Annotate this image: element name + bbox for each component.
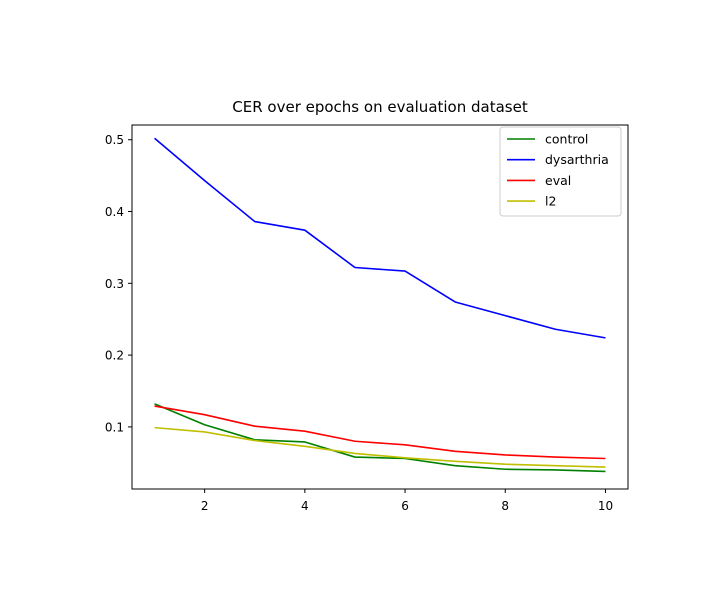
y-tick-label: 0.3 xyxy=(105,277,124,291)
legend-label-l2: l2 xyxy=(545,194,556,209)
y-tick-label: 0.5 xyxy=(105,133,124,147)
legend-label-control: control xyxy=(545,132,588,147)
y-tick-label: 0.4 xyxy=(105,205,124,219)
series-line-l2 xyxy=(154,426,606,468)
chart-title: CER over epochs on evaluation dataset xyxy=(232,98,528,116)
plot-frame xyxy=(131,124,629,490)
x-tick-label: 6 xyxy=(401,499,409,513)
x-tick-label: 8 xyxy=(501,499,509,513)
legend-label-eval: eval xyxy=(545,173,571,188)
series-layer xyxy=(154,137,606,473)
legend-label-dysarthria: dysarthria xyxy=(545,152,609,167)
x-axis: 2 4 6 8 10 xyxy=(201,489,613,513)
series-line-control xyxy=(154,403,606,473)
x-tick-label: 10 xyxy=(598,499,613,513)
series-line-eval xyxy=(154,405,606,460)
x-tick-label: 2 xyxy=(201,499,209,513)
y-axis: 0.1 0.2 0.3 0.4 0.5 xyxy=(105,133,132,434)
y-tick-label: 0.1 xyxy=(105,420,124,434)
legend: control dysarthria eval l2 xyxy=(499,126,622,217)
series-line-dysarthria xyxy=(154,137,606,339)
y-tick-label: 0.2 xyxy=(105,349,124,363)
x-tick-label: 4 xyxy=(301,499,309,513)
legend-box xyxy=(499,126,622,217)
